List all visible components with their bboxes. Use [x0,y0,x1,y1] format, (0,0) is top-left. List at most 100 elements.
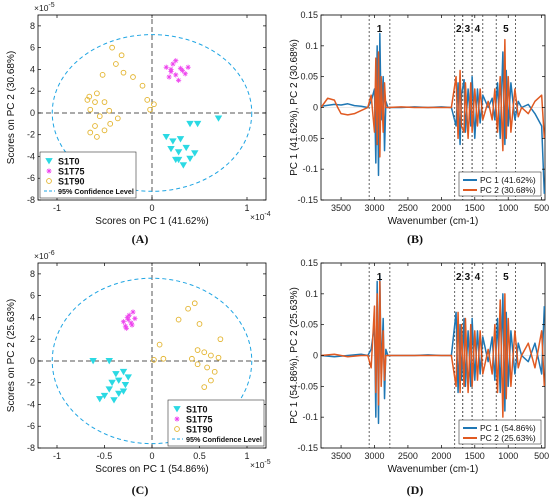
y-tick-label: -2 [27,130,35,140]
legend: PC 1 (41.62%)PC 2 (30.68%) [458,171,542,197]
x-tick-label: 2500 [398,203,418,213]
s1t90-point [160,355,167,362]
s1t0-point [162,133,170,141]
y-tick-label: -8 [27,195,35,205]
x-axis-label: Scores on PC 1 (41.62%) [95,216,208,227]
s1t90-point [96,113,103,120]
x-tick-label: -0.5 [97,451,113,461]
legend-marker-s1t90 [46,178,52,184]
y-axis-label: Scores on PC 2 (30.68%) [6,51,17,164]
region-label-3: 3 [465,24,471,35]
s1t90-point [94,134,100,140]
x-tick-label: 3500 [331,203,351,213]
x-tick-label: 2000 [431,203,451,213]
x-multiplier-exponent: -5 [264,459,270,466]
s1t0-point [110,397,118,404]
y-tick-label: 0.05 [300,72,318,82]
x-tick-label: 3500 [331,451,351,461]
s1t90-point [194,361,201,368]
s1t75-point [130,309,136,315]
s1t0-point [108,379,116,387]
x-tick-label: 2000 [431,451,451,461]
legend-label-pc2: PC 2 (30.68%) [480,185,536,195]
legend-label-s1t0: S1T0 [58,157,80,167]
s1t90-point [113,61,119,67]
y-tick-label: 0 [313,103,318,113]
panel-caption: (B) [407,232,423,246]
x-tick-label: 1500 [465,451,485,461]
legend-box [458,419,542,445]
legend-box [458,171,542,197]
s1t75-point [163,64,169,70]
s1t0-point [174,156,183,164]
x-tick-label: -1 [53,203,61,213]
x-tick-label: 500 [534,451,549,461]
s1t75-point [179,67,185,74]
y-tick-label: 6 [30,43,35,53]
y-tick-label: -0.1 [302,164,318,174]
panel-a: -1 0 1 -8 -6 -4 -2 0 2 4 6 8 Scores on PC 1 (41.62%)… [6,2,271,246]
s1t0-point [214,115,223,122]
s1t0-point [174,149,183,156]
s1t90-point [211,368,218,375]
s1t90-point [86,93,93,100]
confidence-ellipse [51,34,253,192]
series-line-pc2 [321,280,545,418]
legend-label-confidence: 95% Confidence Level [58,187,134,196]
y-tick-label: -4 [27,151,35,161]
legend-label-s1t90: S1T90 [58,177,85,187]
s1t90-point [189,355,195,362]
y-multiplier-exponent: -6 [48,250,54,257]
s1t0-point [167,145,175,153]
s1t0-point [89,358,97,365]
s1t0-point [191,150,199,157]
s1t90-point [92,123,98,129]
legend-label-confidence: 95% Confidence Level [186,435,262,444]
panel-caption: (C) [132,483,149,497]
y-multiplier: ×10-6 [34,250,55,261]
legend-label-s1t75: S1T75 [186,415,213,425]
s1t90-point [87,129,94,136]
y-tick-label: -4 [27,399,35,409]
x-multiplier: ×10-4 [250,211,271,222]
s1t90-point [204,364,210,371]
legend-marker-s1t0 [173,406,181,413]
region-label-4: 4 [475,272,481,283]
x-tick-label: 2500 [398,451,418,461]
s1t90-point [114,115,121,122]
s1t90-point [185,305,191,312]
x-axis-label: Scores on PC 1 (54.86%) [95,464,208,475]
s1t75-point [185,64,191,70]
s1t0-point [179,162,188,169]
x-tick-label: 0 [149,203,154,213]
s1t0-point [119,368,128,376]
plot-area [321,263,545,448]
y-tick-label: 0.1 [305,289,318,299]
s1t90-point [107,120,114,127]
s1t75-point [170,61,176,67]
y-tick-label: -2 [27,378,35,388]
series-s1t90 [84,44,157,140]
x-axis-label: Wavenumber (cm-1) [388,464,479,475]
legend-label-s1t90: S1T90 [186,425,213,435]
region-label-2: 2 [456,272,462,283]
s1t90-point [106,107,113,114]
s1t90-point [99,72,106,78]
s1t90-point [101,127,108,134]
s1t90-point [208,377,214,384]
s1t75-point [124,314,130,321]
s1t90-point [139,82,146,89]
panel-d: 3500 3000 2500 2000 1500 1000 500 -0.15 -0.1 -0.0… [289,258,549,497]
region-label-5: 5 [503,272,509,283]
s1t75-point [166,74,172,80]
y-tick-label: 8 [30,269,35,279]
s1t0-point [186,155,194,163]
series-s1t90 [151,300,224,390]
y-tick-label: -0.15 [297,195,318,205]
s1t75-point [173,58,179,64]
series-line-pc2 [321,38,545,158]
s1t75-point [177,65,184,71]
